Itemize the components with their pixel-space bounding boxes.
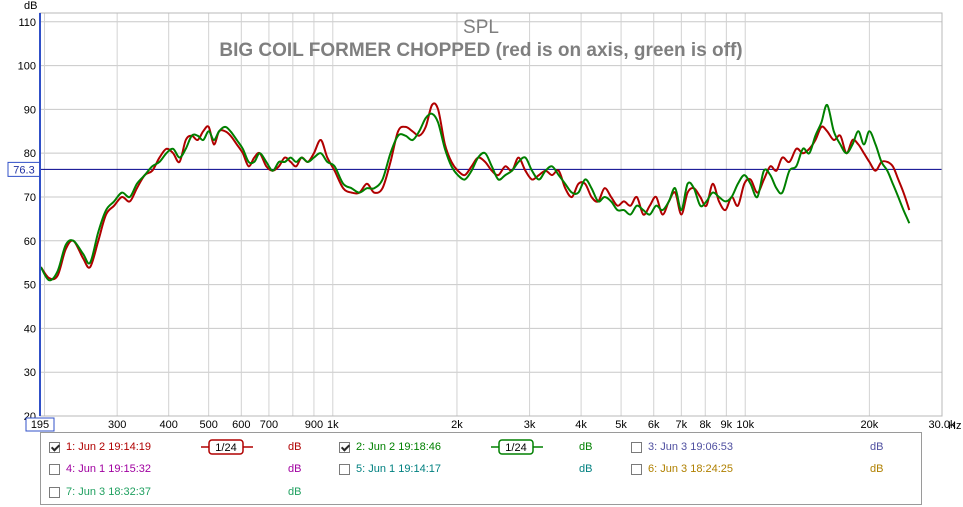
legend-unit-7: dB bbox=[288, 486, 302, 498]
legend-item-2[interactable]: 2: Jun 2 19:18:46 bbox=[339, 438, 441, 456]
x-tick-label-600: 600 bbox=[232, 419, 250, 431]
x-tick-label-1k: 1k bbox=[327, 419, 339, 431]
legend-unit-5: dB bbox=[579, 463, 593, 475]
legend-label-6: 6: Jun 3 18:24:25 bbox=[648, 463, 734, 475]
y-tick-label-70: 70 bbox=[24, 192, 36, 204]
x-start-box[interactable] bbox=[25, 417, 55, 432]
legend-unit-6: dB bbox=[870, 463, 884, 475]
x-axis-unit: Hz bbox=[948, 420, 961, 432]
legend-item-7[interactable]: 7: Jun 3 18:32:37 bbox=[49, 483, 151, 501]
x-tick-label-900: 900 bbox=[305, 419, 323, 431]
x-tick-label-30.0k: 30.0k bbox=[929, 419, 956, 431]
x-tick-label-3k: 3k bbox=[524, 419, 536, 431]
legend-item-1[interactable]: 1: Jun 2 19:14:19 bbox=[49, 438, 151, 456]
x-tick-label-9k: 9k bbox=[721, 419, 733, 431]
legend-unit-3: dB bbox=[870, 441, 884, 453]
legend-label-7: 7: Jun 3 18:32:37 bbox=[66, 486, 152, 498]
y-tick-label-100: 100 bbox=[18, 61, 36, 73]
legend-item-4[interactable]: 4: Jun 1 19:15:32 bbox=[49, 460, 151, 478]
y-tick-label-90: 90 bbox=[24, 104, 36, 116]
y-tick-label-50: 50 bbox=[24, 280, 36, 292]
legend-label-4: 4: Jun 1 19:15:32 bbox=[66, 463, 152, 475]
x-tick-label-195: 195 bbox=[31, 419, 49, 431]
x-axis-ticks: 195 300 400 500 600 700 900 1k 2k 3k 4k 5k 6k 7k 8k 9k 1… bbox=[25, 417, 956, 432]
x-tick-label-10k: 10k bbox=[736, 419, 754, 431]
y-tick-label-110: 110 bbox=[18, 17, 36, 29]
x-tick-label-20k: 20k bbox=[861, 419, 879, 431]
legend-label-2: 2: Jun 2 19:18:46 bbox=[356, 441, 442, 453]
smoothing-label-1: 1/24 bbox=[215, 442, 236, 454]
legend-checkbox-4[interactable] bbox=[49, 463, 60, 475]
legend-checkbox-2[interactable] bbox=[339, 441, 350, 453]
x-tick-label-300: 300 bbox=[108, 419, 126, 431]
x-tick-label-8k: 8k bbox=[699, 419, 711, 431]
y-tick-label-80: 80 bbox=[24, 148, 36, 160]
smoothing-label-2: 1/24 bbox=[505, 442, 526, 454]
legend-label-3: 3: Jun 3 19:06:53 bbox=[648, 441, 734, 453]
smoothing-badge-2[interactable]: 1/24 bbox=[491, 439, 543, 455]
legend-panel: 1: Jun 2 19:14:19 1/24 dB 2: Jun 2 19:18… bbox=[40, 432, 922, 505]
x-tick-label-4k: 4k bbox=[575, 419, 587, 431]
chart-title: SPL bbox=[463, 17, 499, 38]
y-tick-label-30: 30 bbox=[24, 367, 36, 379]
x-tick-label-5k: 5k bbox=[615, 419, 627, 431]
legend-checkbox-6[interactable] bbox=[631, 463, 642, 475]
legend-item-5[interactable]: 5: Jun 1 19:14:17 bbox=[339, 460, 441, 478]
legend-checkbox-3[interactable] bbox=[631, 441, 642, 453]
chart-subtitle: BIG COIL FORMER CHOPPED (red is on axis,… bbox=[219, 40, 742, 61]
x-tick-label-7k: 7k bbox=[676, 419, 688, 431]
legend-checkbox-7[interactable] bbox=[49, 486, 60, 498]
smoothing-badge-1[interactable]: 1/24 bbox=[201, 439, 253, 455]
legend-checkbox-1[interactable] bbox=[49, 441, 60, 453]
x-tick-label-2k: 2k bbox=[451, 419, 463, 431]
x-tick-label-500: 500 bbox=[199, 419, 217, 431]
reference-value-label: 76.3 bbox=[13, 164, 34, 176]
legend-item-3[interactable]: 3: Jun 3 19:06:53 bbox=[631, 438, 733, 456]
legend-unit-4: dB bbox=[288, 463, 302, 475]
x-tick-label-700: 700 bbox=[260, 419, 278, 431]
legend-unit-2: dB bbox=[579, 441, 593, 453]
series-lines bbox=[40, 102, 911, 282]
plot-background bbox=[0, 0, 963, 432]
y-tick-label-60: 60 bbox=[24, 236, 36, 248]
y-axis-unit: dB bbox=[24, 0, 37, 12]
x-tick-label-6k: 6k bbox=[648, 419, 660, 431]
y-tick-label-40: 40 bbox=[24, 323, 36, 335]
legend-unit-1: dB bbox=[288, 441, 302, 453]
series-line-2 bbox=[40, 103, 911, 282]
legend-label-1: 1: Jun 2 19:14:19 bbox=[66, 441, 152, 453]
legend-item-6[interactable]: 6: Jun 3 18:24:25 bbox=[631, 460, 733, 478]
legend-label-5: 5: Jun 1 19:14:17 bbox=[356, 463, 442, 475]
legend-checkbox-5[interactable] bbox=[339, 463, 350, 475]
x-tick-label-400: 400 bbox=[160, 419, 178, 431]
series-line-1 bbox=[40, 102, 911, 281]
